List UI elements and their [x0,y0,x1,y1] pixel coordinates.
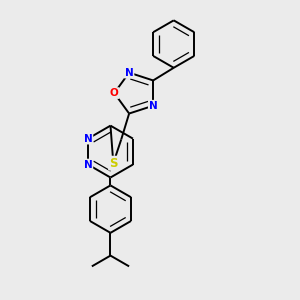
Text: N: N [149,101,158,111]
Text: N: N [84,134,92,144]
Text: O: O [110,88,118,98]
Text: S: S [109,157,118,170]
Text: N: N [84,160,92,170]
Text: N: N [125,68,134,78]
